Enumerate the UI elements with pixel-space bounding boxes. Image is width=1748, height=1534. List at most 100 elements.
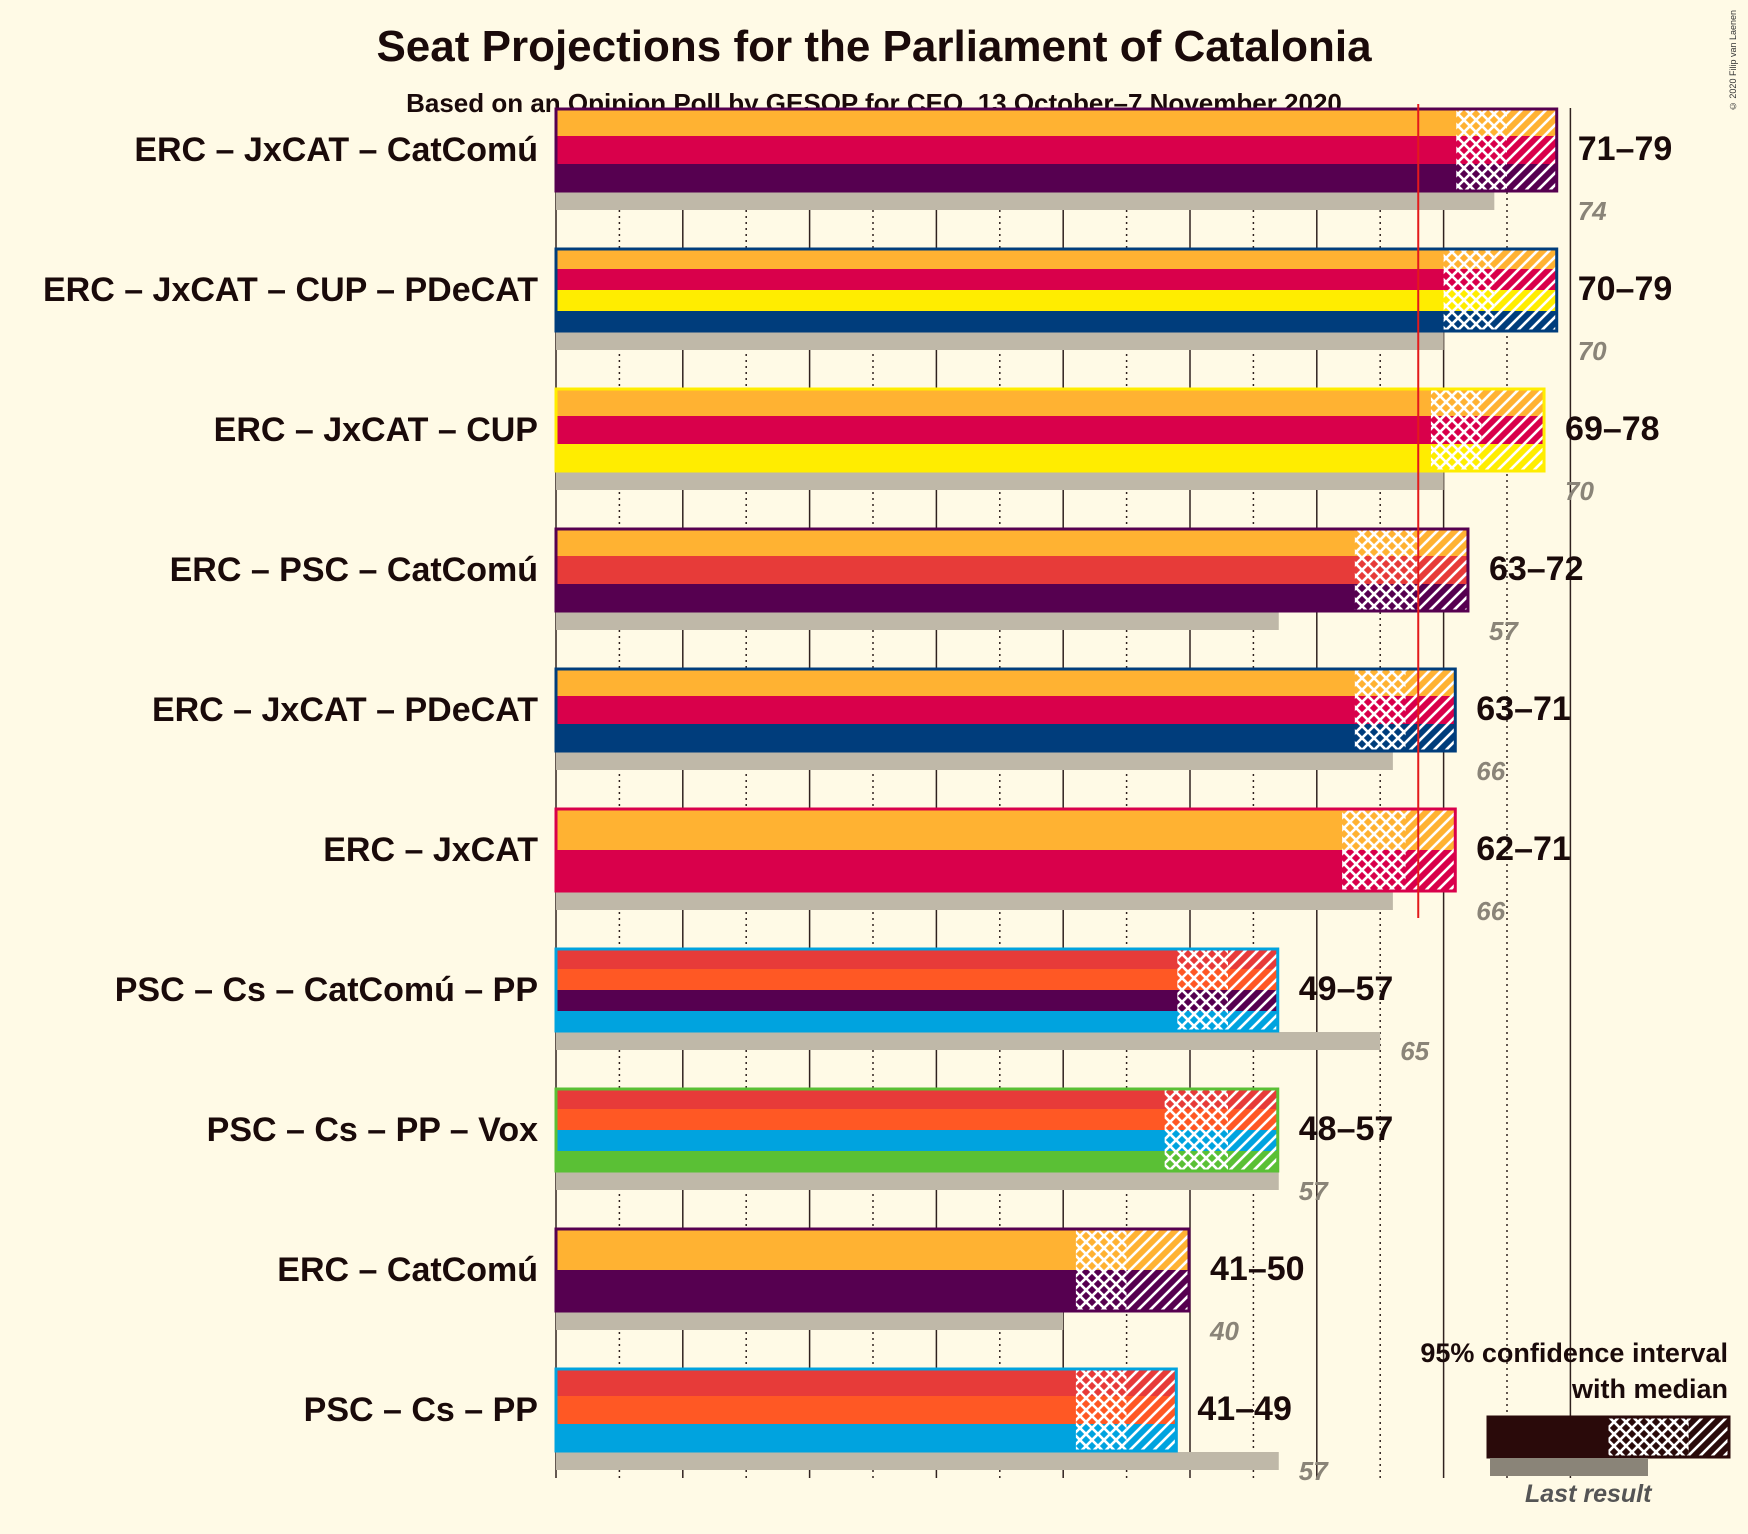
bar-outline (554, 807, 1457, 893)
coalition-row: ERC – PSC – CatComú 63–72 57 (170, 527, 1584, 646)
ci-lower-half (1430, 388, 1482, 472)
ci-upper-half (1405, 668, 1457, 752)
last-result-bar (556, 1312, 1064, 1330)
party-stripe-cup (556, 444, 1546, 473)
projection-bar (556, 1368, 1178, 1453)
legend-graphic (1486, 1415, 1731, 1476)
projection-bar (556, 948, 1279, 1033)
party-stripe-erc (556, 108, 1558, 137)
coalition-label: ERC – CatComú (277, 1251, 538, 1289)
party-stripe-jxcat (556, 136, 1558, 165)
ci-lower-half (1342, 808, 1406, 892)
range-label: 41–50 (1210, 1250, 1305, 1288)
coalition-label: ERC – JxCAT (323, 831, 538, 869)
range-label: 49–57 (1299, 970, 1394, 1008)
last-result-label: 57 (1299, 1456, 1329, 1486)
party-stripe-vox (556, 1151, 1279, 1173)
last-result-label: 70 (1578, 336, 1607, 366)
party-stripe-pp (556, 1011, 1279, 1033)
party-stripe-psc (556, 1088, 1279, 1110)
party-stripe-psc (556, 1368, 1178, 1397)
ci-lower-half (1075, 1228, 1127, 1312)
last-result-bar (556, 612, 1279, 630)
bar-outline (554, 1087, 1280, 1173)
coalition-label: ERC – PSC – CatComú (170, 551, 538, 589)
last-result-label: 57 (1489, 616, 1519, 646)
coalition-row: ERC – JxCAT – CatComú 71–79 74 (134, 107, 1672, 226)
bar-outline (554, 387, 1546, 473)
last-result-bar (556, 472, 1444, 490)
legend-ci-subtitle: with median (1571, 1374, 1728, 1404)
party-stripe-pdecat (556, 724, 1457, 753)
ci-lower-half (1075, 1368, 1127, 1452)
bar-outline (554, 527, 1470, 613)
legend-bar-solid (1487, 1416, 1609, 1458)
last-result-label: 40 (1209, 1316, 1239, 1346)
party-stripe-jxcat (556, 850, 1457, 893)
last-result-bar (556, 332, 1444, 350)
party-stripe-erc (556, 388, 1546, 417)
party-stripe-erc (556, 248, 1558, 270)
bar-outline (554, 107, 1559, 193)
ci-upper-half (1228, 1088, 1279, 1172)
party-stripe-catcomu (556, 584, 1469, 613)
last-result-bar (556, 1032, 1381, 1050)
party-stripe-jxcat (556, 269, 1558, 291)
coalition-label: ERC – JxCAT – CUP (214, 411, 538, 449)
coalition-label: ERC – JxCAT – PDeCAT (152, 691, 538, 729)
ci-upper-half (1126, 1368, 1178, 1452)
last-result-bar (556, 1172, 1279, 1190)
range-label: 62–71 (1476, 830, 1571, 868)
party-stripe-psc (556, 948, 1279, 970)
party-stripe-catcomu (556, 990, 1279, 1012)
coalition-row: ERC – JxCAT – PDeCAT 63–71 66 (152, 667, 1571, 786)
party-stripe-pdecat (556, 311, 1558, 333)
range-label: 63–71 (1476, 690, 1571, 728)
party-stripe-erc (556, 808, 1457, 851)
bar-outline (554, 247, 1559, 333)
last-result-bar (556, 1452, 1279, 1470)
coalition-row: ERC – CatComú 41–50 40 (277, 1227, 1305, 1346)
party-stripe-cs (556, 1396, 1178, 1425)
range-label: 70–79 (1578, 270, 1673, 308)
last-result-bar (556, 892, 1393, 910)
chart-title: Seat Projections for the Parliament of C… (376, 22, 1372, 71)
bar-outline (554, 1227, 1191, 1313)
coalition-row: ERC – JxCAT – CUP 69–78 70 (214, 387, 1660, 506)
party-stripe-catcomu (556, 164, 1558, 193)
projection-bar (556, 108, 1558, 193)
projection-bar (556, 388, 1546, 473)
party-stripe-cup (556, 290, 1558, 312)
range-label: 63–72 (1489, 550, 1584, 588)
ci-lower-half (1177, 948, 1229, 1032)
projection-bar (556, 668, 1457, 753)
bar-outline (554, 947, 1280, 1033)
coalition-label: ERC – JxCAT – CatComú (134, 131, 538, 169)
range-label: 69–78 (1565, 410, 1660, 448)
legend-ci-lower-pattern (1608, 1416, 1689, 1458)
ci-lower-half (1354, 528, 1419, 612)
last-result-label: 74 (1578, 196, 1607, 226)
legend-last-result-label: Last result (1525, 1480, 1652, 1508)
coalition-label: PSC – Cs – PP (304, 1391, 538, 1429)
ci-upper-half (1481, 388, 1546, 472)
ci-upper-half (1507, 108, 1558, 192)
coalition-label: PSC – Cs – PP – Vox (207, 1111, 538, 1149)
legend-last-result-bar (1490, 1458, 1648, 1476)
ci-upper-half (1228, 948, 1279, 1032)
party-stripe-erc (556, 668, 1457, 697)
coalition-row: ERC – JxCAT – CUP – PDeCAT 70–79 70 (43, 247, 1673, 366)
ci-upper-half (1126, 1228, 1190, 1312)
bar-outline (554, 1367, 1178, 1453)
coalition-label: PSC – Cs – CatComú – PP (115, 971, 538, 1009)
last-result-label: 65 (1400, 1036, 1429, 1066)
projection-bar (556, 528, 1469, 613)
coalition-row: PSC – Cs – PP – Vox 48–57 57 (207, 1087, 1393, 1206)
ci-lower-half (1354, 668, 1406, 752)
party-stripe-cs (556, 1109, 1279, 1131)
legend-ci-upper-pattern (1688, 1416, 1730, 1458)
ci-upper-half (1418, 528, 1469, 612)
coalition-label: ERC – JxCAT – CUP – PDeCAT (43, 271, 538, 309)
